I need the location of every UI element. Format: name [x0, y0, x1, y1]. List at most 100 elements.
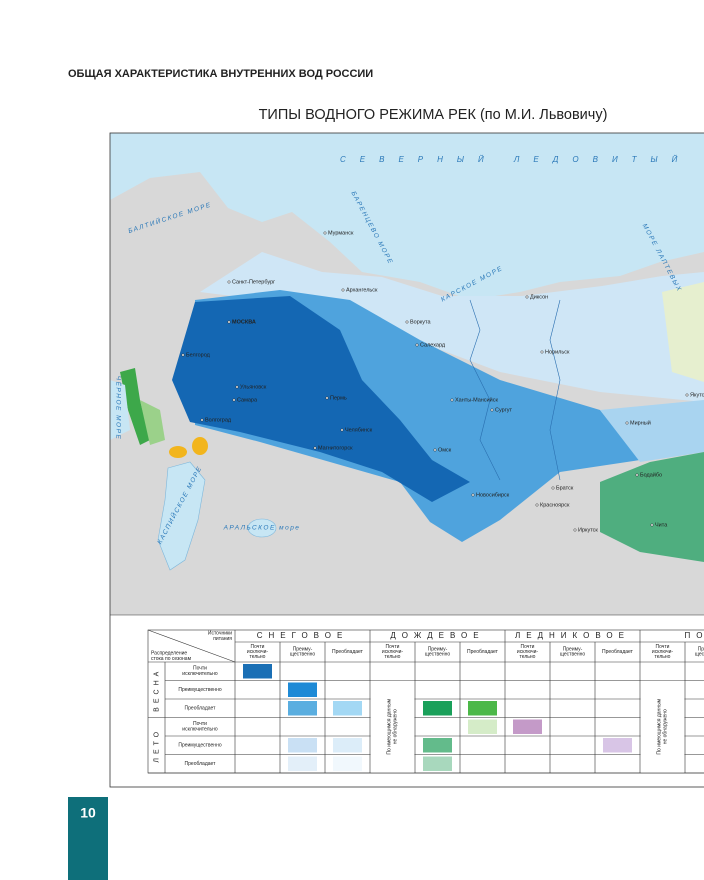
- label-line: Преиму-: [428, 647, 448, 653]
- city-label: Салехард: [420, 342, 446, 348]
- city-dot: [232, 398, 236, 402]
- city-dot: [573, 528, 577, 532]
- legend-swatch: [423, 738, 452, 753]
- city-label: Чита: [655, 522, 668, 528]
- legend-swatch: [513, 719, 542, 734]
- zone: [169, 446, 187, 458]
- label-line: тельно: [520, 654, 536, 660]
- figure-title: ТИПЫ ВОДНОГО РЕЖИМА РЕК (по М.И. Львович…: [259, 107, 608, 123]
- sea-label: АРАЛЬСКОЕ море: [223, 525, 301, 532]
- zone: [662, 282, 704, 382]
- city-dot: [227, 320, 231, 324]
- label-block: Почти исключи-тельно: [247, 644, 268, 660]
- label-line: не обнаружено: [663, 709, 669, 744]
- river: [469, 299, 501, 481]
- city-dot: [341, 288, 345, 292]
- label-line: тельно: [385, 654, 401, 660]
- label-line: Преобладает: [185, 706, 217, 712]
- zone: [192, 437, 208, 455]
- label-block: Преимущественно: [178, 743, 221, 749]
- city-dot: [535, 503, 539, 507]
- city-dot: [405, 320, 409, 324]
- label-line: исключи-: [247, 649, 268, 655]
- label-line: щественно: [290, 652, 316, 658]
- city-label: Ханты-Мансийск: [455, 396, 498, 403]
- zone: [140, 400, 165, 445]
- label-line: щественно: [425, 652, 451, 658]
- river: [549, 299, 561, 481]
- sea-label: ЧЁРНОЕ МОРЕ: [114, 376, 122, 441]
- legend-swatch: [333, 701, 362, 716]
- label-line: исключительно: [182, 671, 218, 677]
- legend-swatch: [288, 756, 317, 771]
- label-line: По имеющимся данным: [387, 698, 393, 754]
- city-label: МОСКВА: [232, 319, 256, 325]
- frame: [109, 132, 704, 788]
- page-number: 10: [80, 805, 96, 821]
- caspian: [157, 461, 206, 571]
- city-dot: [450, 398, 454, 402]
- city-label: Пермь: [330, 395, 347, 401]
- label-block: Преиму-щественно: [695, 647, 704, 658]
- source-header: ДОЖДЕВОЕ: [390, 631, 484, 640]
- city-dot: [525, 295, 529, 299]
- city-dot: [323, 231, 327, 235]
- label-block: Преобладает: [467, 649, 499, 655]
- city-label: Новосибирск: [476, 492, 510, 498]
- source-header: СНЕГОВОЕ: [257, 631, 349, 640]
- city-label: Архангельск: [346, 287, 378, 293]
- mask: [640, 680, 685, 773]
- city-dot: [540, 350, 544, 354]
- label-block: Преиму-щественно: [560, 647, 586, 658]
- city-label: Волгоград: [205, 417, 232, 423]
- label-block: Почти исключительно: [182, 666, 218, 678]
- label-line: исключи-: [652, 649, 673, 655]
- city-label: Диксон: [530, 294, 548, 300]
- label-block: Распределение стока по сезонам: [151, 651, 192, 663]
- city-label: Самара: [237, 397, 258, 403]
- city-label: Иркутск: [578, 527, 598, 533]
- legend-swatch: [288, 701, 317, 716]
- label-line: Преиму-: [563, 647, 583, 653]
- city-label: Магнитогорск: [318, 445, 353, 451]
- legend-swatch: [468, 719, 497, 734]
- city-label: Сургут: [495, 407, 512, 413]
- city-dot: [635, 473, 639, 477]
- label-line: Преиму-: [293, 647, 313, 653]
- label-block: Преимущественно: [178, 687, 221, 693]
- zone: [600, 400, 704, 462]
- label-line: щественно: [695, 652, 704, 658]
- city-label: Ульяновск: [240, 384, 267, 390]
- label-block: Преобладает: [332, 649, 364, 655]
- ocean-label: СЕВЕРНЫЙ ЛЕДОВИТЫЙ О: [340, 155, 704, 164]
- label-line: Преобладает: [602, 649, 634, 655]
- label-line: Почти: [656, 644, 670, 650]
- city-dot: [490, 408, 494, 412]
- label-line: Распределение: [151, 651, 187, 657]
- label-line: щественно: [560, 652, 586, 658]
- city-dot: [181, 353, 185, 357]
- label-line: Почти: [193, 721, 207, 727]
- label-block: По имеющимся даннымне обнаружено: [657, 698, 669, 754]
- city-label: Норильск: [545, 349, 570, 355]
- label-block: Преиму-щественно: [425, 647, 451, 658]
- label-block: Источники питания: [208, 631, 232, 643]
- city-dot: [325, 396, 329, 400]
- city-dot: [685, 393, 689, 397]
- city-label: Бодайбо: [640, 471, 662, 478]
- zone: [600, 452, 704, 562]
- season-label: ЛЕТО: [153, 728, 160, 763]
- label-line: Преобладает: [185, 761, 217, 767]
- city-dot: [551, 486, 555, 490]
- city-dot: [227, 280, 231, 284]
- label-block: Почти исключи-тельно: [382, 644, 403, 660]
- city-dot: [235, 385, 239, 389]
- black-sea: [110, 380, 130, 440]
- source-header: ПОДЗ: [684, 631, 704, 640]
- label-block: Преиму-щественно: [290, 647, 316, 658]
- city-label: Мурманск: [328, 230, 354, 236]
- label-line: Почти: [521, 644, 535, 650]
- city-label: Челябинск: [345, 427, 373, 433]
- city-dot: [650, 523, 654, 527]
- label-block: Преобладает: [185, 706, 217, 712]
